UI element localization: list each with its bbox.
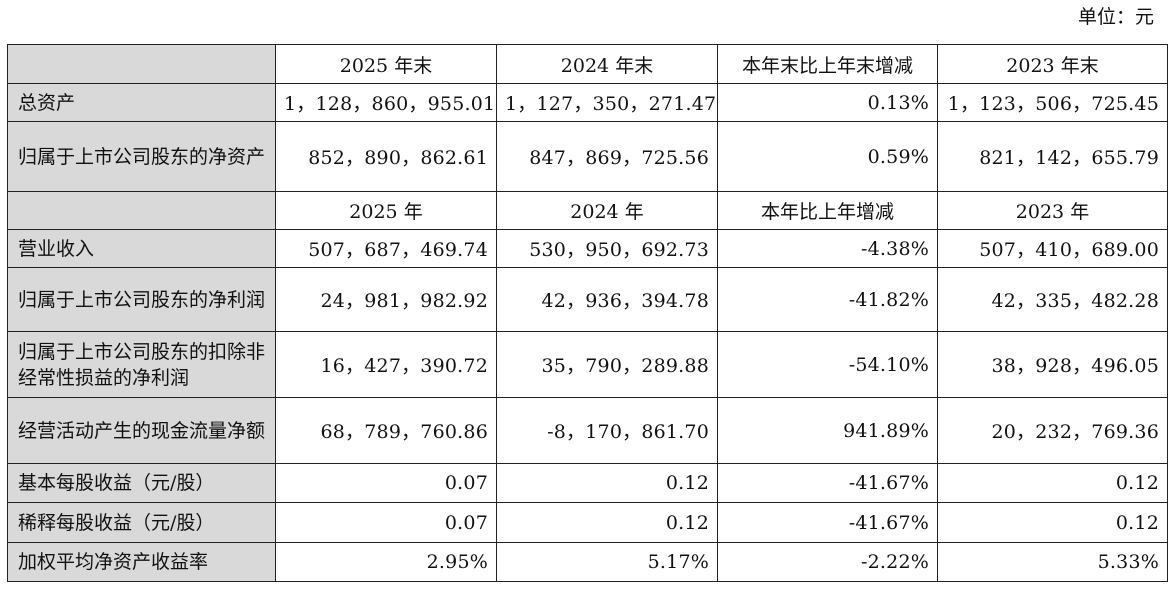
value-cell: -41.67%: [717, 463, 938, 503]
table-row: 总资产 1，128，860，955.01 1，127，350，271.47 0.…: [7, 83, 1168, 122]
value-cell: 0.12: [937, 502, 1168, 543]
header-blank-cell: [7, 191, 276, 230]
header-cell: 2023 年: [937, 191, 1168, 230]
header-cell: 2024 年末: [496, 44, 718, 84]
value-cell: 507，687，469.74: [275, 229, 497, 268]
header-cell: 2023 年末: [937, 44, 1168, 84]
row-label: 归属于上市公司股东的净利润: [7, 267, 276, 332]
table-row: 经营活动产生的现金流量净额 68，789，760.86 -8，170，861.7…: [7, 397, 1168, 464]
table-row: 基本每股收益（元/股） 0.07 0.12 -41.67% 0.12: [7, 463, 1168, 503]
row-label: 归属于上市公司股东的净资产: [7, 121, 276, 192]
value-cell: 42，936，394.78: [496, 267, 718, 332]
row-label: 加权平均净资产收益率: [7, 542, 276, 582]
value-cell: 35，790，289.88: [496, 331, 718, 398]
table-row: 稀释每股收益（元/股） 0.07 0.12 -41.67% 0.12: [7, 502, 1168, 543]
header-row-year-end: 2025 年末 2024 年末 本年末比上年末增减 2023 年末: [7, 44, 1168, 84]
table-row: 归属于上市公司股东的净利润 24，981，982.92 42，936，394.7…: [7, 267, 1168, 332]
table-row: 加权平均净资产收益率 2.95% 5.17% -2.22% 5.33%: [7, 542, 1168, 582]
value-cell: 0.13%: [717, 83, 938, 122]
table-row: 归属于上市公司股东的净资产 852，890，862.61 847，869，725…: [7, 121, 1168, 192]
row-label: 归属于上市公司股东的扣除非经常性损益的净利润: [7, 331, 276, 398]
value-cell: 821，142，655.79: [937, 121, 1168, 192]
value-cell: 847，869，725.56: [496, 121, 718, 192]
financial-data-table: 2025 年末 2024 年末 本年末比上年末增减 2023 年末 总资产 1，…: [7, 44, 1168, 582]
header-row-year: 2025 年 2024 年 本年比上年增减 2023 年: [7, 191, 1168, 230]
header-cell: 2024 年: [496, 191, 718, 230]
value-cell: 68，789，760.86: [275, 397, 497, 464]
value-cell: 5.17%: [496, 542, 718, 582]
row-label: 基本每股收益（元/股）: [7, 463, 276, 503]
table-row: 营业收入 507，687，469.74 530，950，692.73 -4.38…: [7, 229, 1168, 268]
value-cell: -54.10%: [717, 331, 938, 398]
header-cell: 2025 年: [275, 191, 497, 230]
value-cell: 507，410，689.00: [937, 229, 1168, 268]
value-cell: 1，123，506，725.45: [937, 83, 1168, 122]
value-cell: -8，170，861.70: [496, 397, 718, 464]
table-row: 归属于上市公司股东的扣除非经常性损益的净利润 16，427，390.72 35，…: [7, 331, 1168, 398]
value-cell: 0.12: [937, 463, 1168, 503]
header-blank-cell: [7, 44, 276, 84]
unit-label: 单位：元: [1077, 6, 1154, 28]
value-cell: 24，981，982.92: [275, 267, 497, 332]
value-cell: -41.67%: [717, 502, 938, 543]
row-label: 稀释每股收益（元/股）: [7, 502, 276, 543]
value-cell: 0.07: [275, 502, 497, 543]
value-cell: 1，127，350，271.47: [496, 83, 718, 122]
value-cell: 0.12: [496, 502, 718, 543]
value-cell: 0.07: [275, 463, 497, 503]
value-cell: 1，128，860，955.01: [275, 83, 497, 122]
row-label: 总资产: [7, 83, 276, 122]
value-cell: 5.33%: [937, 542, 1168, 582]
header-cell: 本年末比上年末增减: [717, 44, 938, 84]
header-cell: 本年比上年增减: [717, 191, 938, 230]
value-cell: 0.12: [496, 463, 718, 503]
value-cell: 852，890，862.61: [275, 121, 497, 192]
value-cell: 42，335，482.28: [937, 267, 1168, 332]
value-cell: -4.38%: [717, 229, 938, 268]
value-cell: 0.59%: [717, 121, 938, 192]
header-cell: 2025 年末: [275, 44, 497, 84]
value-cell: 530，950，692.73: [496, 229, 718, 268]
value-cell: -2.22%: [717, 542, 938, 582]
value-cell: 16，427，390.72: [275, 331, 497, 398]
row-label: 营业收入: [7, 229, 276, 268]
value-cell: 2.95%: [275, 542, 497, 582]
value-cell: 38，928，496.05: [937, 331, 1168, 398]
value-cell: 20，232，769.36: [937, 397, 1168, 464]
value-cell: -41.82%: [717, 267, 938, 332]
row-label: 经营活动产生的现金流量净额: [7, 397, 276, 464]
value-cell: 941.89%: [717, 397, 938, 464]
